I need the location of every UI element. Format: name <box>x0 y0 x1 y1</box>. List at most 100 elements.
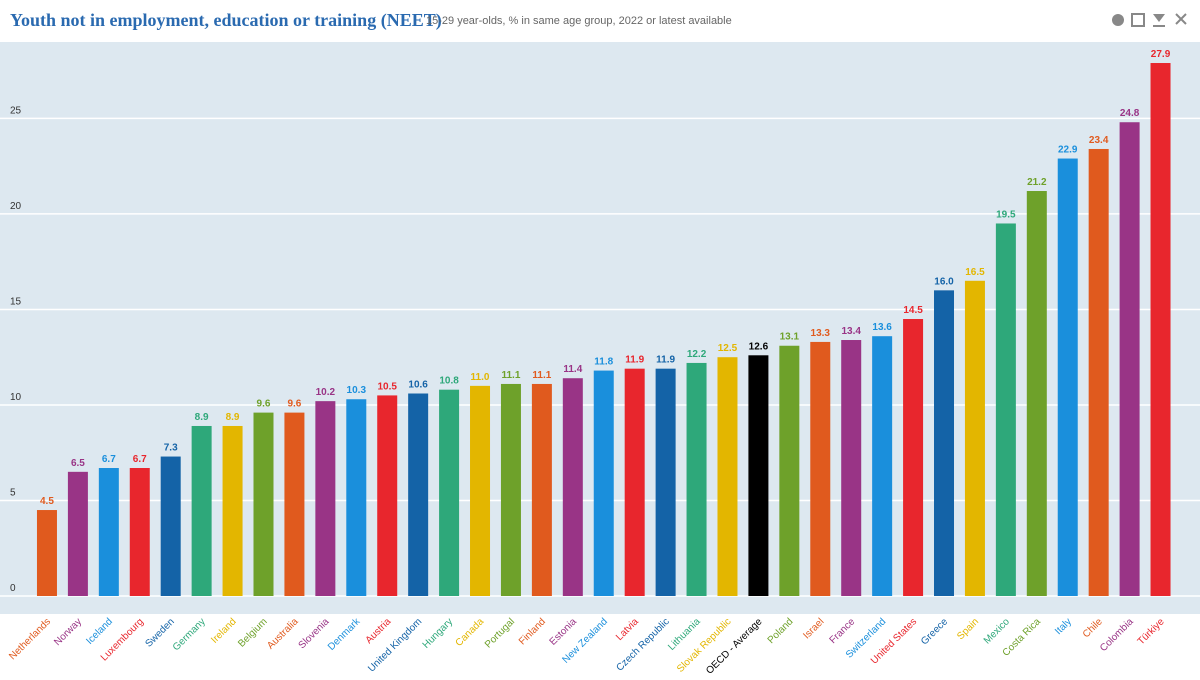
data-label: 11.4 <box>563 364 582 375</box>
data-label: 13.6 <box>872 322 892 333</box>
x-tick-label: Greece <box>919 616 950 647</box>
info-icon[interactable] <box>1112 14 1124 26</box>
bar <box>377 395 398 596</box>
bar <box>841 340 862 596</box>
bar <box>222 425 243 596</box>
x-tick-label: Chile <box>1081 616 1105 640</box>
data-label: 10.2 <box>316 387 336 398</box>
data-label: 4.5 <box>40 496 54 507</box>
data-label: 13.1 <box>780 332 800 343</box>
x-tick-label: Australia <box>265 616 301 652</box>
bar <box>470 385 491 596</box>
expand-icon[interactable] <box>1131 13 1145 27</box>
bar <box>655 368 676 596</box>
x-tick-label: Norway <box>52 616 84 648</box>
data-label: 6.7 <box>102 454 116 465</box>
y-tick-label: 20 <box>10 201 22 212</box>
data-label: 11.9 <box>625 355 644 366</box>
bar <box>810 341 831 596</box>
x-tick-label: Colombia <box>1098 616 1136 654</box>
data-label: 16.5 <box>965 267 985 278</box>
data-label: 11.1 <box>532 370 551 381</box>
chart-subtitle: 15-29 year-olds, % in same age group, 20… <box>426 15 732 27</box>
data-label: 24.8 <box>1120 108 1140 119</box>
x-tick-label: Spain <box>955 616 981 642</box>
data-label: 11.9 <box>656 355 675 366</box>
bar <box>934 290 955 596</box>
data-label: 19.5 <box>996 209 1016 220</box>
data-label: 14.5 <box>903 305 923 316</box>
x-tick-label: Germany <box>171 616 208 653</box>
data-label: 9.6 <box>287 399 301 410</box>
bar <box>872 336 893 596</box>
x-tick-label: Belgium <box>236 616 269 649</box>
x-tick-label: Israel <box>801 616 826 641</box>
data-label: 8.9 <box>195 412 209 423</box>
data-label: 11.8 <box>594 357 613 368</box>
bar <box>346 399 367 596</box>
data-label: 23.4 <box>1089 135 1109 146</box>
bar <box>439 389 460 596</box>
x-tick-label: Türkiye <box>1136 616 1167 647</box>
x-tick-label: Finland <box>517 616 548 647</box>
bar <box>531 383 552 596</box>
data-label: 10.3 <box>347 385 367 396</box>
bar <box>67 471 88 596</box>
x-tick-label: OECD - Average <box>704 616 765 675</box>
bar <box>160 456 181 596</box>
data-label: 13.4 <box>841 326 861 337</box>
x-tick-label: Hungary <box>421 616 456 651</box>
data-label: 22.9 <box>1058 145 1078 156</box>
data-label: 21.2 <box>1027 177 1047 188</box>
x-tick-label: Austria <box>364 616 394 646</box>
bar <box>129 468 150 596</box>
bar <box>1088 148 1109 596</box>
bar <box>36 510 57 596</box>
data-label: 13.3 <box>811 328 831 339</box>
bar <box>686 362 707 596</box>
y-tick-label: 25 <box>10 105 22 116</box>
data-label: 10.5 <box>377 381 397 392</box>
x-tick-label: Portugal <box>483 616 517 650</box>
data-label: 16.0 <box>934 276 954 287</box>
bar <box>624 368 645 596</box>
bar <box>315 401 336 596</box>
data-label: 6.5 <box>71 458 85 469</box>
bar <box>1150 63 1171 596</box>
bar <box>779 345 800 596</box>
data-label: 10.6 <box>408 380 428 391</box>
bar <box>253 412 274 596</box>
data-label: 27.9 <box>1151 49 1171 60</box>
bar <box>284 412 305 596</box>
bar <box>562 378 583 596</box>
bar <box>964 280 985 596</box>
bar <box>748 355 769 596</box>
x-tick-label: Iceland <box>84 616 115 647</box>
x-tick-label: Latvia <box>614 616 641 643</box>
x-tick-label: Slovak Republic <box>675 616 733 674</box>
bar <box>408 393 429 596</box>
download-icon[interactable] <box>1153 14 1165 27</box>
chart-title: Youth not in employment, education or tr… <box>10 10 442 31</box>
y-tick-label: 10 <box>10 392 22 403</box>
data-label: 12.6 <box>749 341 769 352</box>
data-label: 9.6 <box>257 399 271 410</box>
bar <box>593 370 614 596</box>
x-tick-label: France <box>828 616 858 646</box>
bar <box>903 319 924 596</box>
y-tick-label: 0 <box>10 583 16 594</box>
bar <box>717 357 738 596</box>
toolbar[interactable] <box>1112 13 1187 27</box>
data-label: 8.9 <box>226 412 240 423</box>
x-tick-label: Poland <box>766 616 796 646</box>
data-label: 11.1 <box>501 370 520 381</box>
x-tick-label: Denmark <box>326 616 363 653</box>
bar <box>191 425 212 596</box>
y-tick-label: 15 <box>10 296 22 307</box>
data-label: 7.3 <box>164 443 178 454</box>
x-tick-label: Canada <box>454 616 487 649</box>
bar <box>1026 191 1047 596</box>
x-tick-label: Ireland <box>209 616 238 645</box>
close-icon[interactable] <box>1175 13 1187 25</box>
data-label: 11.0 <box>471 372 490 383</box>
